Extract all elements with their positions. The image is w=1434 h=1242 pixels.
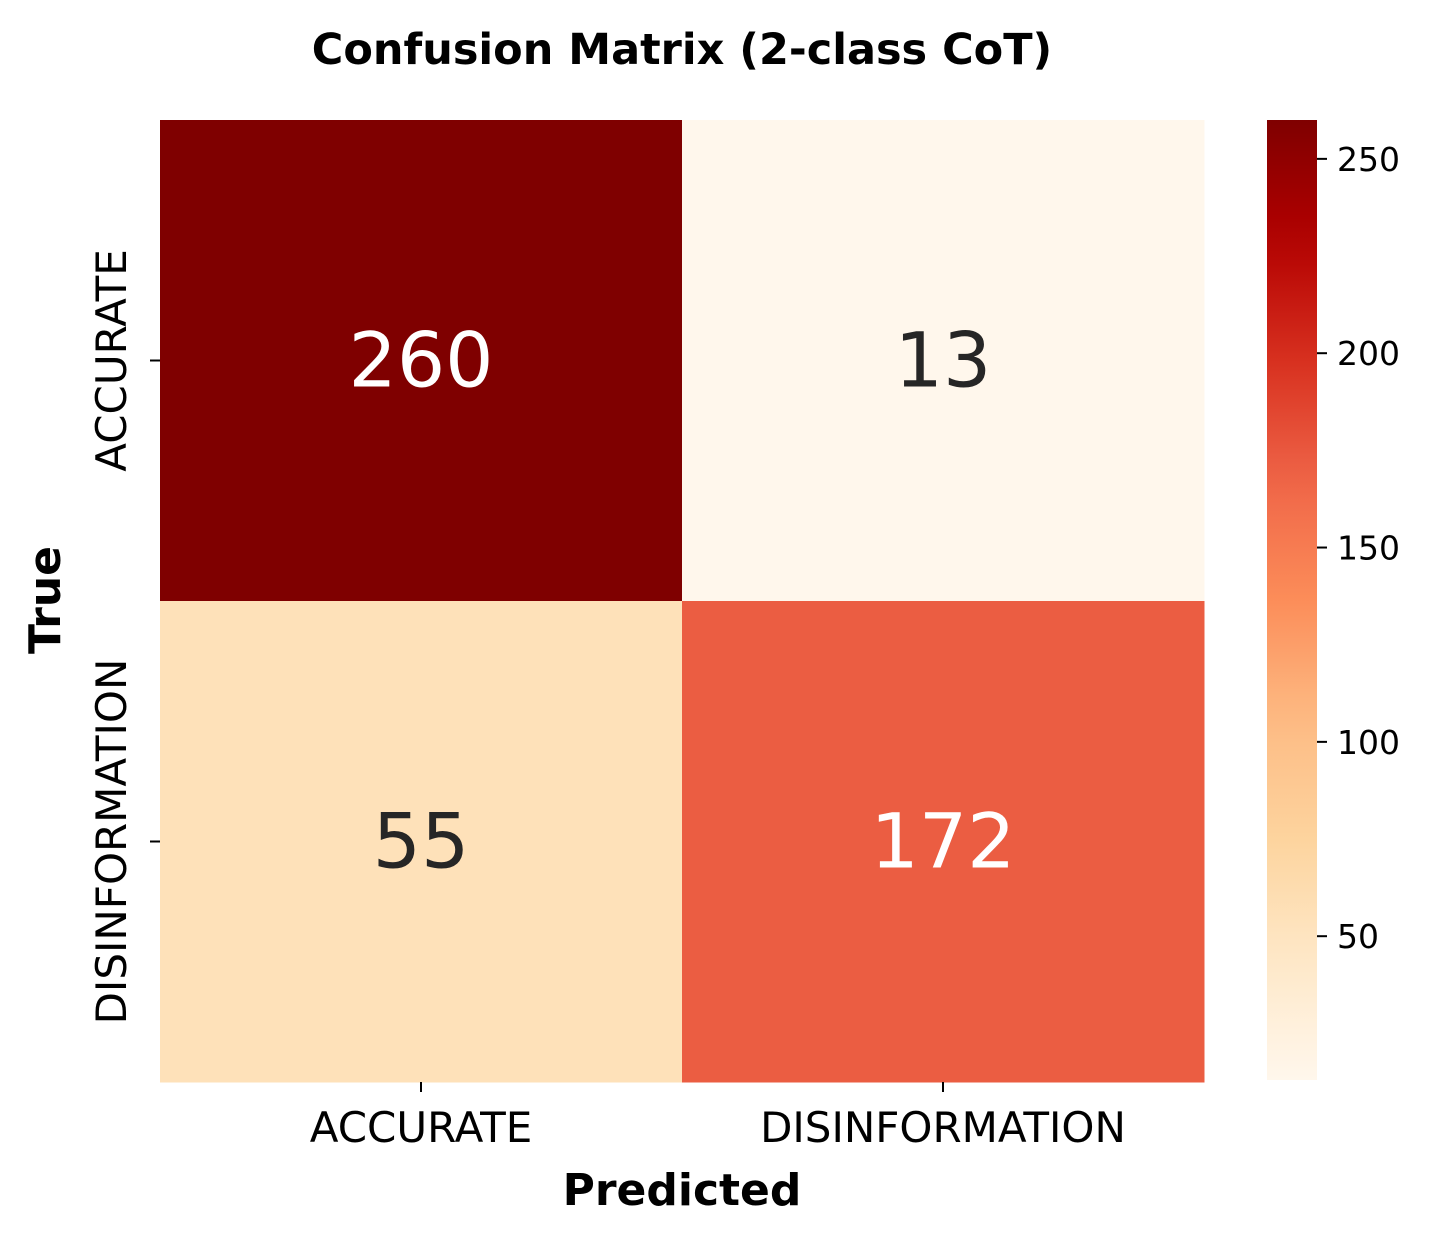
- colorbar: [1267, 120, 1317, 1080]
- x-tick-label: ACCURATE: [310, 1103, 533, 1152]
- colorbar-tick-label: 200: [1337, 334, 1400, 373]
- y-tick-label: DISINFORMATION: [87, 659, 136, 1025]
- heatmap-cell: [160, 601, 683, 1083]
- cell-value-label: 260: [348, 316, 493, 405]
- cell-value-label: 13: [895, 316, 992, 405]
- x-axis-label: Predicted: [563, 1165, 802, 1216]
- x-tick-label: DISINFORMATION: [760, 1103, 1126, 1152]
- y-axis-label: True: [20, 546, 71, 654]
- heatmap-cells: [160, 120, 1205, 1083]
- colorbar-tick-label: 250: [1337, 140, 1400, 179]
- heatmap-axes: ACCURATE DISINFORMATION ACCURATE DISINFORMA…: [87, 249, 1126, 1152]
- heatmap-cell-labels: 260 13 55 172: [348, 316, 1015, 886]
- cell-value-label: 55: [373, 797, 470, 886]
- colorbar-tick-label: 150: [1337, 529, 1400, 568]
- y-tick-label: ACCURATE: [87, 249, 136, 472]
- colorbar-tick-label: 100: [1337, 723, 1400, 762]
- chart-title: Confusion Matrix (2-class CoT): [312, 25, 1052, 75]
- cell-value-label: 172: [870, 797, 1015, 886]
- colorbar-ticks: 50 100 150 200 250: [1317, 140, 1400, 956]
- heatmap-cell: [160, 120, 683, 602]
- heatmap-cell: [682, 601, 1205, 1083]
- colorbar-tick-label: 50: [1337, 917, 1379, 956]
- heatmap-cell: [682, 120, 1205, 602]
